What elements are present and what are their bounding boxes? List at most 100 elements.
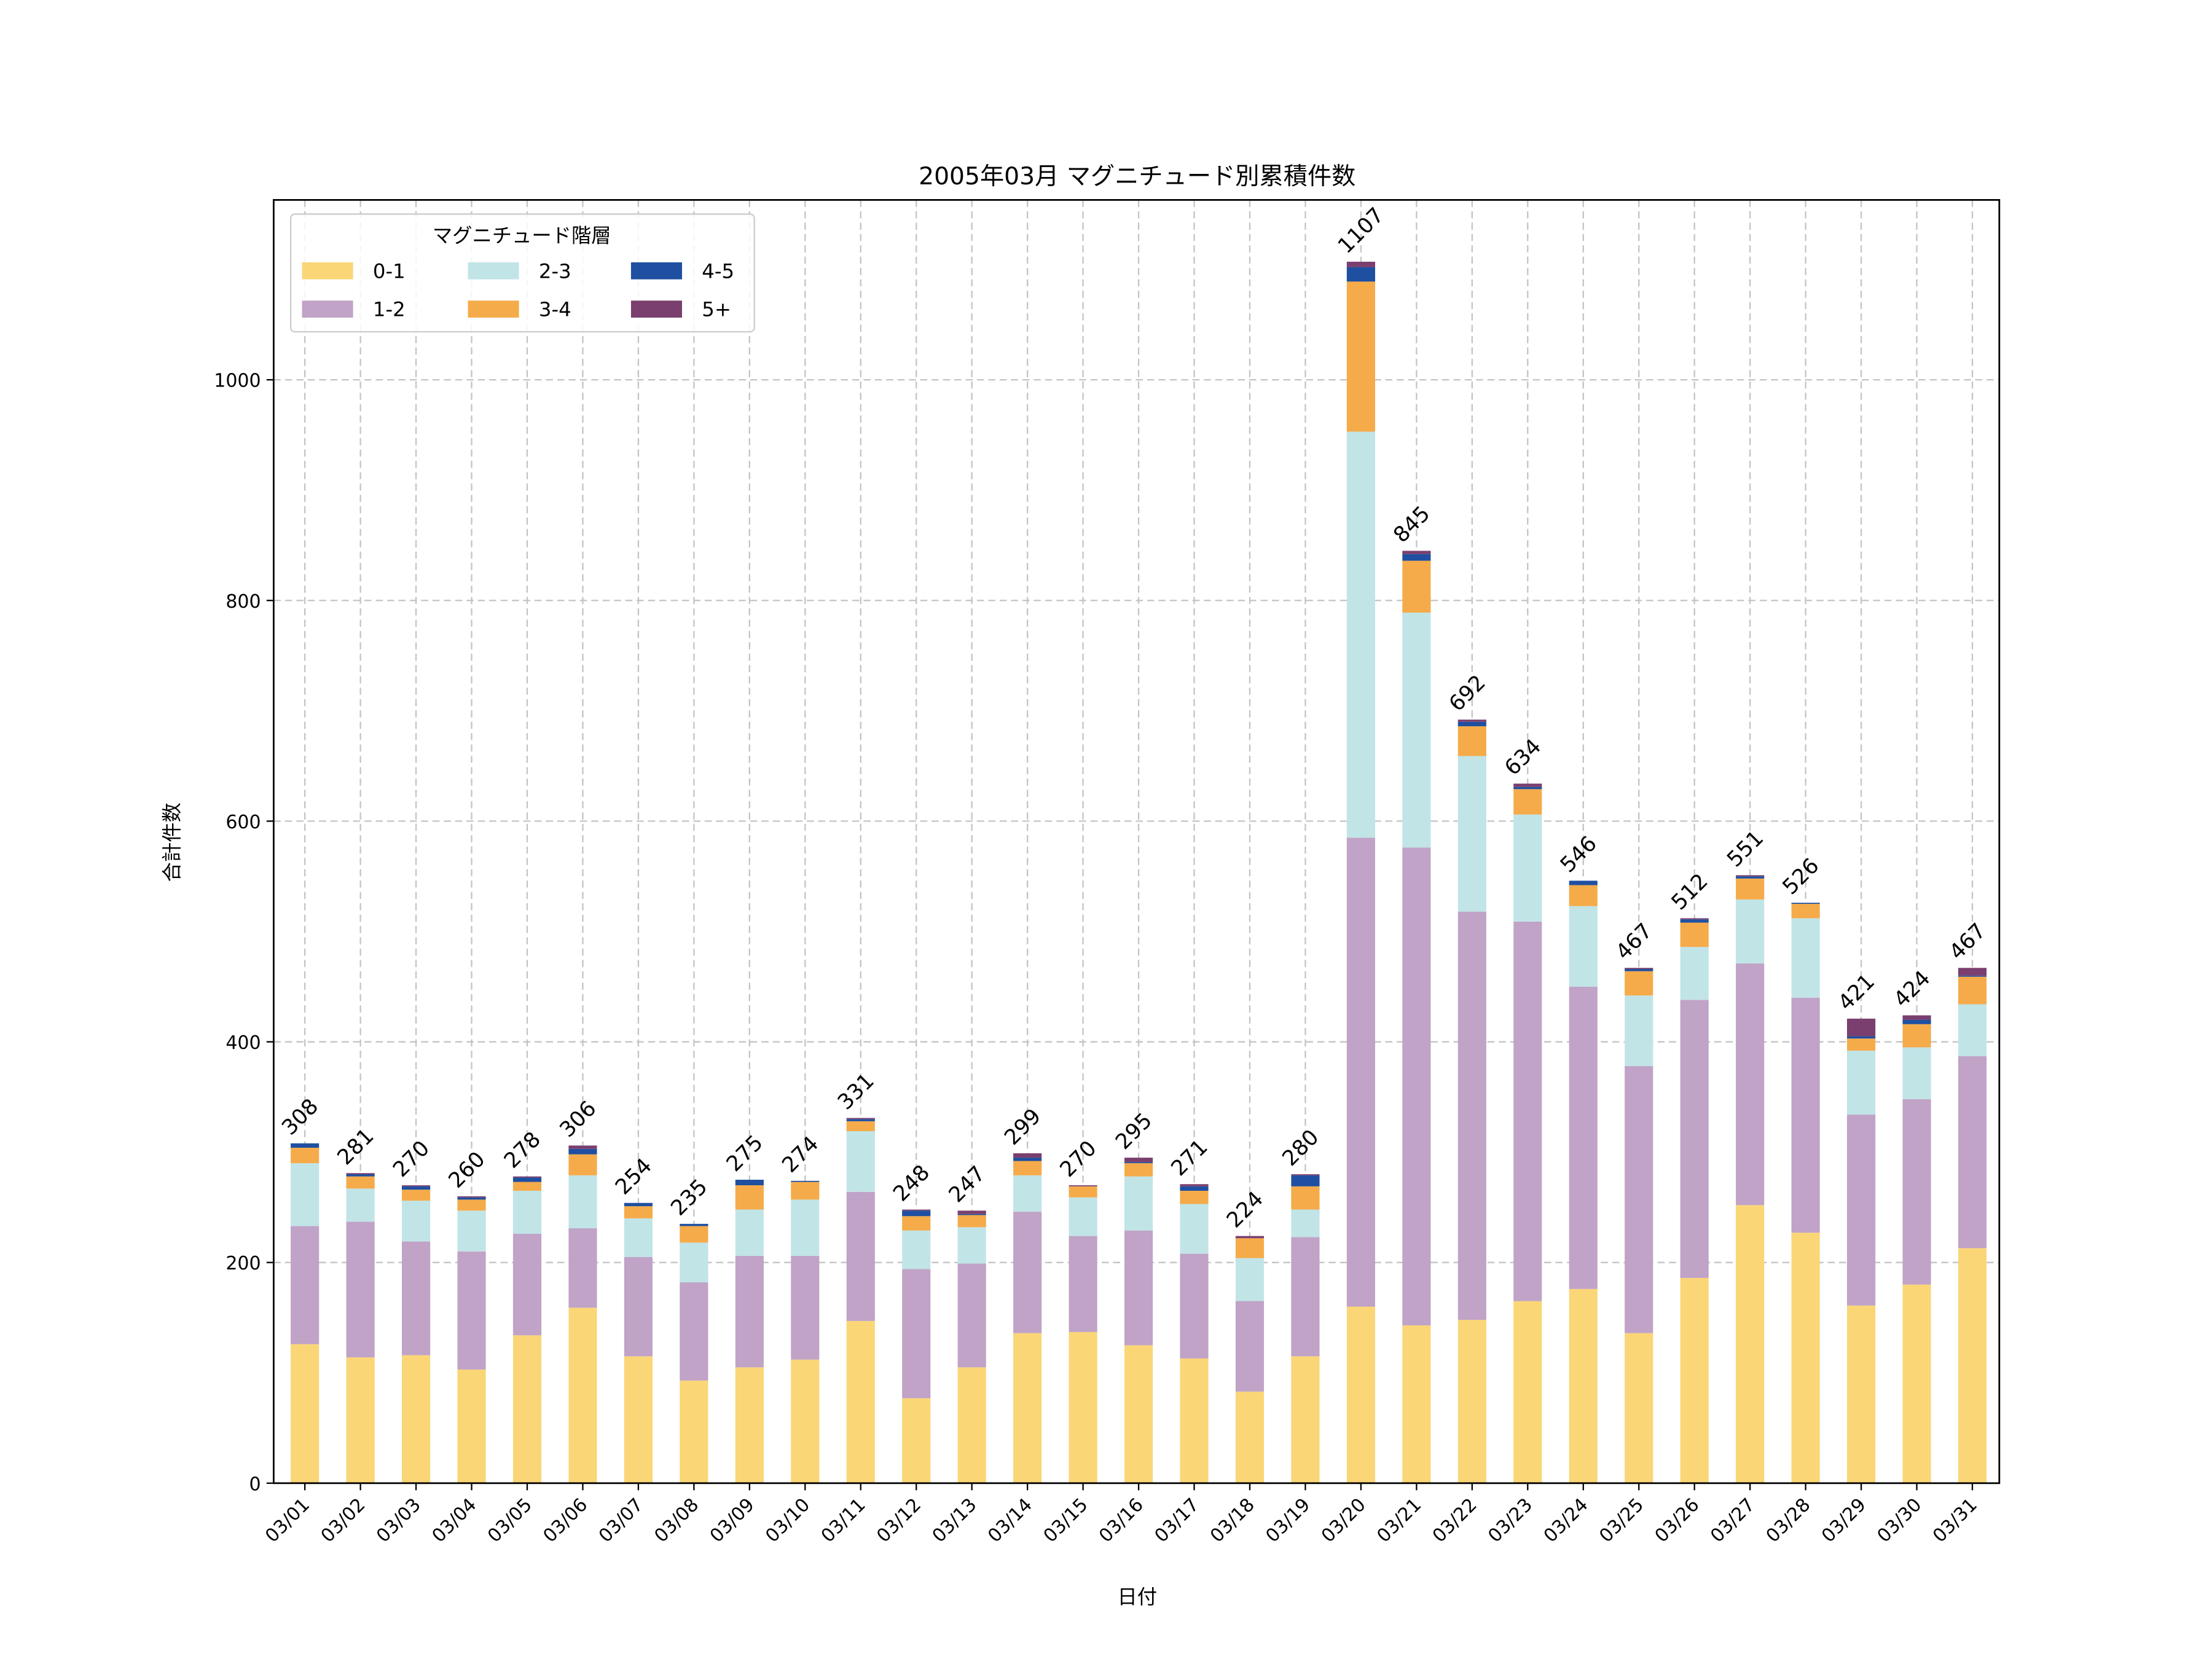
bar-segment-2-3 (1791, 918, 1820, 998)
bar-total-label: 421 (1834, 970, 1880, 1016)
bar-total-label: 248 (888, 1160, 935, 1206)
legend-swatch (302, 300, 353, 318)
bar-segment-1-2 (568, 1228, 597, 1308)
bar-total-label: 271 (1167, 1135, 1213, 1181)
bar-total-label: 270 (1056, 1136, 1102, 1182)
bar-segment-1-2 (1847, 1115, 1876, 1306)
bar-segment-3-4 (735, 1185, 764, 1210)
bar-segment-1-2 (1625, 1066, 1653, 1333)
bar-segment-5+ (568, 1145, 597, 1149)
legend-label: 4-5 (702, 259, 734, 283)
bar-segment-5+ (1291, 1174, 1320, 1175)
bar-segment-2-3 (735, 1209, 764, 1256)
x-tick-label: 03/12 (873, 1494, 925, 1547)
bar-segment-3-4 (568, 1154, 597, 1175)
bar-segment-5+ (1346, 261, 1375, 267)
legend-swatch (630, 300, 682, 318)
bar-segment-2-3 (846, 1131, 875, 1192)
bar-segment-1-2 (402, 1241, 431, 1355)
bar-segment-2-3 (624, 1218, 653, 1257)
bar-segment-2-3 (791, 1199, 820, 1256)
bar-segment-1-2 (735, 1255, 764, 1368)
bar-segment-1-2 (1457, 911, 1486, 1320)
bar-segment-1-2 (457, 1251, 486, 1370)
bar-segment-0-1 (1013, 1333, 1042, 1483)
bar-segment-0-1 (1680, 1277, 1709, 1483)
bar-segment-0-1 (1736, 1205, 1765, 1483)
bar-segment-2-3 (1569, 906, 1598, 987)
bar-segment-4-5 (791, 1180, 820, 1182)
x-tick-label: 03/30 (1873, 1494, 1926, 1547)
y-tick-label: 600 (226, 812, 261, 833)
bar-segment-3-4 (1180, 1190, 1209, 1204)
bar-segment-0-1 (624, 1356, 653, 1483)
bar-total-label: 331 (833, 1069, 879, 1115)
bar-segment-1-2 (1235, 1301, 1265, 1392)
bar-segment-1-2 (846, 1191, 875, 1321)
bar-segment-4-5 (291, 1143, 320, 1148)
bar-segment-1-2 (1569, 986, 1598, 1289)
bar-segment-4-5 (1902, 1019, 1931, 1024)
bar-segment-3-4 (346, 1176, 375, 1189)
bar-segment-2-3 (1402, 612, 1431, 848)
bar-total-label: 845 (1389, 501, 1435, 547)
bar-segment-1-2 (1013, 1212, 1042, 1333)
bar-segment-4-5 (346, 1174, 375, 1177)
bar-segment-2-3 (1180, 1204, 1209, 1254)
bar-segment-1-2 (791, 1255, 820, 1360)
bar-segment-0-1 (512, 1335, 542, 1483)
bar-segment-5+ (1680, 918, 1709, 920)
bar-segment-3-4 (1736, 878, 1765, 900)
bar-segment-3-4 (680, 1226, 708, 1243)
bar-segment-0-1 (1235, 1391, 1265, 1483)
bar-segment-4-5 (1791, 903, 1820, 904)
bar-total-label: 235 (666, 1175, 712, 1221)
bars (291, 261, 1987, 1483)
bar-segment-0-1 (1625, 1333, 1653, 1483)
y-axis: 0 200 400 600 800 1000 (214, 371, 274, 1495)
bar-segment-2-3 (1069, 1197, 1097, 1236)
bar-segment-4-5 (846, 1119, 875, 1121)
bar-segment-5+ (1235, 1236, 1265, 1239)
bar-segment-0-1 (846, 1320, 875, 1483)
bar-segment-2-3 (680, 1242, 708, 1283)
bar-segment-1-2 (512, 1234, 542, 1336)
bar-segment-0-1 (1457, 1320, 1486, 1483)
y-tick-label: 200 (226, 1253, 261, 1274)
bar-total-label: 546 (1556, 831, 1602, 877)
bar-segment-4-5 (680, 1223, 708, 1226)
legend-title: マグニチュード階層 (433, 224, 611, 248)
x-tick-label: 03/14 (984, 1494, 1037, 1547)
x-tick-label: 03/03 (372, 1494, 425, 1547)
bar-segment-3-4 (1791, 904, 1820, 919)
x-tick-label: 03/29 (1818, 1494, 1870, 1547)
x-tick-label: 03/07 (595, 1494, 648, 1547)
bar-segment-0-1 (291, 1344, 320, 1483)
bar-segment-4-5 (1402, 554, 1431, 561)
bar-segment-1-2 (1736, 963, 1765, 1206)
bar-segment-3-4 (1291, 1186, 1320, 1210)
bar-segment-4-5 (1513, 786, 1542, 790)
bar-segment-0-1 (902, 1398, 931, 1483)
bar-segment-5+ (1958, 968, 1987, 976)
bar-segment-4-5 (1847, 1036, 1876, 1039)
bar-total-label: 278 (500, 1127, 546, 1173)
bar-segment-4-5 (1569, 880, 1598, 885)
bar-segment-3-4 (1902, 1024, 1931, 1048)
bar-segment-4-5 (957, 1214, 986, 1215)
bar-segment-1-2 (1791, 997, 1820, 1233)
bar-segment-0-1 (1346, 1306, 1375, 1483)
bar-segment-3-4 (402, 1190, 431, 1201)
legend-swatch (468, 300, 519, 318)
bar-segment-1-2 (1958, 1056, 1987, 1249)
bar-total-label: 254 (611, 1154, 657, 1200)
bar-segment-2-3 (1346, 431, 1375, 838)
bar-segment-4-5 (512, 1177, 542, 1182)
bar-segment-4-5 (1736, 876, 1765, 879)
bar-segment-5+ (1736, 875, 1765, 877)
bar-segment-4-5 (735, 1180, 764, 1185)
x-tick-label: 03/31 (1929, 1494, 1982, 1547)
bar-segment-4-5 (1180, 1186, 1209, 1191)
x-tick-label: 03/26 (1651, 1494, 1704, 1547)
